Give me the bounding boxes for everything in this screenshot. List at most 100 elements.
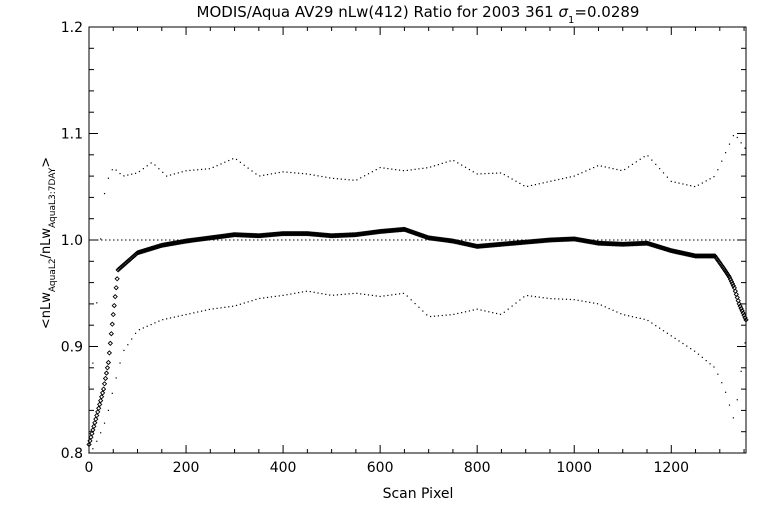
data-point-upper [146, 165, 148, 167]
data-point-lower [430, 315, 432, 318]
data-point-upper [612, 168, 614, 170]
data-point-lower [453, 313, 455, 315]
data-point-upper [402, 170, 405, 172]
data-point-lower [383, 295, 385, 297]
data-point-upper [713, 176, 715, 178]
data-point-lower [464, 311, 467, 313]
data-point-upper [554, 179, 556, 181]
y-label-divider: /nLw [39, 228, 54, 259]
data-point-lower [585, 301, 587, 303]
data-point-upper [220, 163, 222, 165]
data-point-upper [461, 164, 463, 166]
data-point-lower [232, 305, 234, 307]
data-point-lower [162, 319, 164, 321]
data-point-upper [321, 175, 323, 178]
data-point-upper [495, 172, 498, 174]
data-point-lower [212, 308, 214, 310]
data-point-upper [185, 170, 187, 172]
data-point-upper [511, 178, 513, 180]
data-point-mean [742, 314, 748, 321]
data-point-lower [472, 309, 474, 311]
data-point-lower [375, 295, 377, 297]
data-point-mean [87, 438, 93, 444]
data-point-lower [561, 298, 564, 300]
data-point-upper [530, 184, 533, 187]
data-point-lower [659, 327, 661, 329]
data-point-mean [94, 412, 100, 419]
data-point-lower [278, 295, 280, 297]
chart-title-sigma-value: =0.0289 [574, 3, 639, 21]
data-point-lower [558, 298, 560, 300]
data-point-upper [294, 172, 296, 174]
data-point-upper [492, 172, 494, 174]
data-point-upper [519, 182, 521, 185]
data-point-upper [383, 167, 385, 169]
data-point-lower [705, 360, 707, 362]
data-point-lower [185, 313, 187, 316]
data-point-mean [738, 305, 744, 312]
data-point-mean [89, 430, 95, 437]
data-point-lower [356, 292, 358, 294]
data-point-upper [449, 160, 451, 162]
data-point-mean [97, 401, 103, 408]
data-point-upper [239, 161, 241, 163]
data-point-lower [721, 382, 723, 384]
data-point-mean [108, 331, 114, 337]
y-label-sub-denominator: AquaL3:7DAY [48, 167, 58, 228]
data-point-lower [391, 294, 393, 296]
data-point-upper [274, 172, 276, 174]
data-point-lower [154, 322, 156, 324]
data-point-lower [620, 313, 622, 315]
data-point-lower [336, 294, 339, 296]
data-point-lower [228, 306, 230, 308]
data-point-lower [134, 332, 137, 334]
data-point-upper [356, 179, 358, 181]
data-point-upper [725, 152, 727, 154]
data-point-upper [709, 178, 711, 180]
data-point-upper [173, 173, 176, 175]
data-point-upper [344, 178, 346, 181]
data-point-mean [86, 441, 92, 448]
data-point-upper [103, 192, 106, 195]
data-point-upper [251, 170, 253, 172]
y-axis-label: <nLwAquaL2/nLwAquaL3:7DAY> [39, 157, 58, 329]
data-point-upper [558, 178, 560, 181]
data-point-upper [305, 173, 307, 175]
data-point-upper [266, 173, 269, 176]
data-point-upper [278, 171, 280, 174]
data-point-upper [600, 165, 603, 167]
data-point-lower [437, 315, 439, 317]
data-point-lower [239, 303, 241, 305]
x-tick-label: 800 [464, 460, 491, 476]
data-point-lower [697, 353, 700, 355]
data-point-lower [406, 295, 408, 297]
data-point-lower [492, 312, 494, 314]
data-point-mean [92, 420, 98, 426]
data-point-lower [573, 299, 575, 301]
data-point-upper [678, 182, 680, 184]
data-point-upper [134, 172, 137, 174]
data-point-lower [146, 325, 148, 327]
data-point-upper [577, 173, 579, 175]
data-point-lower [604, 306, 606, 308]
data-point-lower [600, 304, 603, 306]
data-point-upper [565, 177, 568, 179]
data-point-upper [662, 172, 665, 174]
data-point-upper [585, 170, 587, 172]
data-point-upper [542, 182, 544, 184]
data-point-mean [102, 375, 109, 382]
data-point-lower [364, 293, 366, 296]
data-point-lower [670, 335, 672, 337]
data-point-upper [371, 171, 373, 173]
data-point-upper [336, 178, 339, 180]
data-point-lower [449, 314, 451, 316]
data-point-upper [232, 158, 234, 160]
data-point-lower [216, 307, 218, 309]
data-point-lower [200, 310, 203, 312]
data-point-upper [243, 164, 245, 166]
data-point-upper [732, 135, 734, 137]
y-label-open: <nLw [39, 292, 54, 329]
data-point-lower [709, 363, 711, 365]
data-point-lower [340, 293, 342, 296]
y-tick-label: 0.8 [61, 446, 83, 462]
